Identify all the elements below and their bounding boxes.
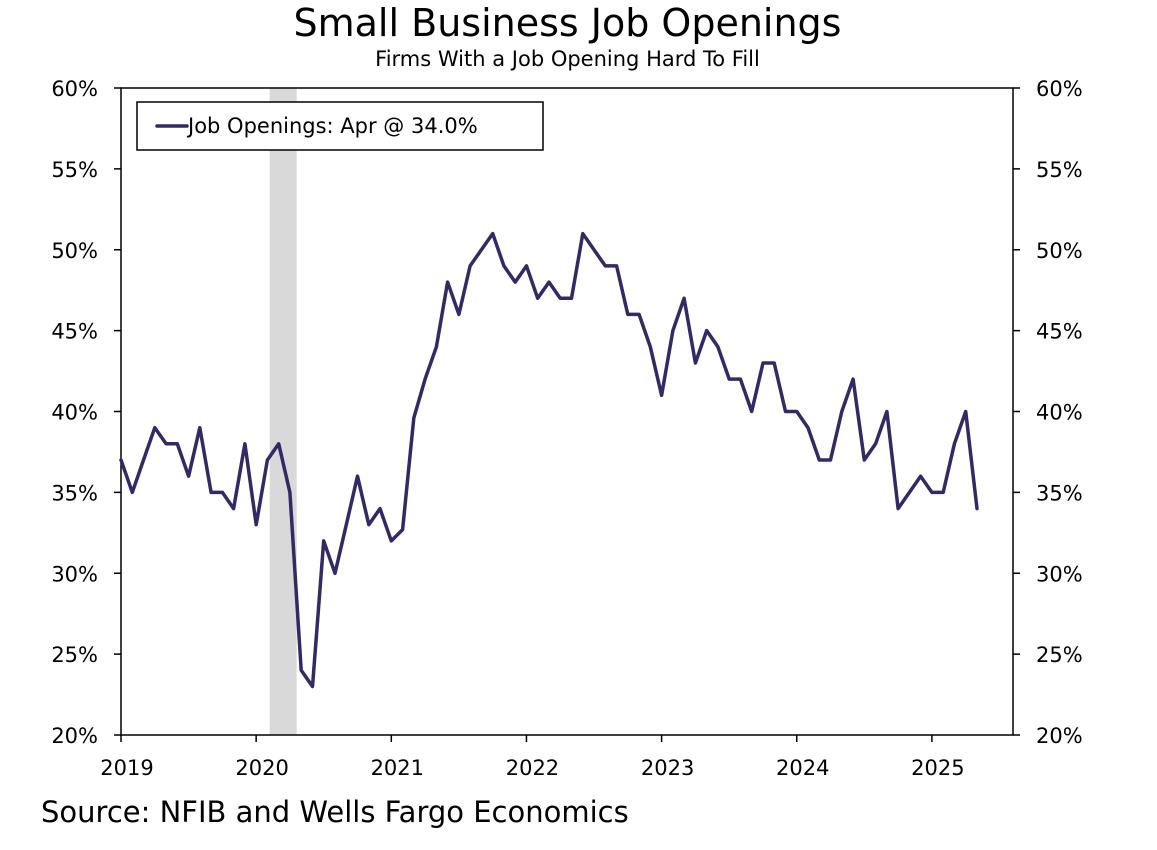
legend-box — [136, 101, 544, 151]
y-tick-label-left: 40% — [51, 401, 98, 425]
recession-band — [269, 88, 297, 735]
series-line — [119, 231, 979, 689]
y-tick-label-left: 60% — [51, 77, 98, 101]
x-tick-label: 2025 — [911, 756, 964, 780]
y-tick-label-left: 30% — [51, 562, 98, 586]
y-tick-label-left: 55% — [51, 158, 98, 182]
x-tick-label: 2022 — [506, 756, 559, 780]
y-tick-label-right: 50% — [1036, 239, 1083, 263]
y-tick-label-right: 25% — [1036, 643, 1083, 667]
y-tick-label-right: 60% — [1036, 77, 1083, 101]
x-tick-label: 2024 — [776, 756, 829, 780]
y-tick-label-right: 40% — [1036, 401, 1083, 425]
x-tick-label: 2019 — [100, 756, 153, 780]
y-tick-label-right: 35% — [1036, 481, 1083, 505]
y-tick-label-right: 55% — [1036, 158, 1083, 182]
x-tick-label: 2021 — [371, 756, 424, 780]
y-tick-label-right: 20% — [1036, 724, 1083, 748]
y-tick-label-left: 35% — [51, 481, 98, 505]
y-tick-label-left: 45% — [51, 320, 98, 344]
line-chart: 20% 20% 25% 25% 30% 30% 35% 35% 40% 40% 45% 45% 50% 5… — [51, 77, 1083, 780]
x-tick-label: 2020 — [235, 756, 288, 780]
legend-label: Job Openings: Apr @ 34.0% — [186, 114, 478, 138]
x-tick-label: 2023 — [641, 756, 694, 780]
y-tick-label-left: 50% — [51, 239, 98, 263]
y-tick-label-right: 45% — [1036, 320, 1083, 344]
chart-subtitle: Firms With a Job Opening Hard To Fill — [375, 47, 760, 71]
plot-frame — [120, 87, 1014, 736]
y-tick-label-left: 20% — [51, 724, 98, 748]
y-tick-label-left: 25% — [51, 643, 98, 667]
y-tick-label-right: 30% — [1036, 562, 1083, 586]
chart-source: Source: NFIB and Wells Fargo Economics — [41, 795, 629, 829]
chart-title: Small Business Job Openings — [293, 1, 842, 45]
